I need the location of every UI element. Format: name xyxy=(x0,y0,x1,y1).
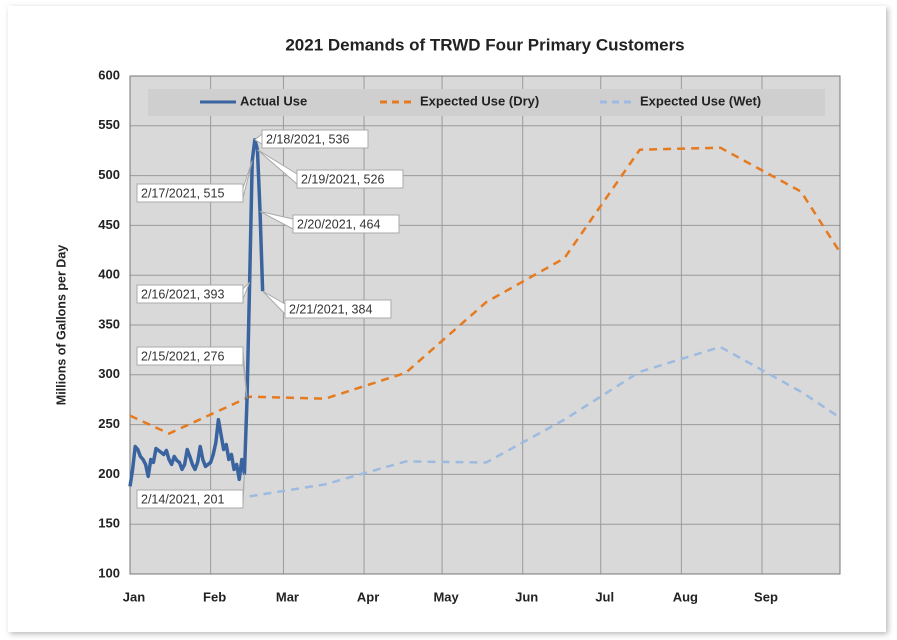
y-tick-label: 300 xyxy=(98,366,120,381)
annotation-box xyxy=(136,346,244,366)
annotation-label: 2/18/2021, 536 xyxy=(266,132,349,146)
legend-label: Expected Use (Wet) xyxy=(640,93,761,108)
annotation-box xyxy=(261,129,369,149)
annotation-label: 2/17/2021, 515 xyxy=(141,186,224,200)
y-tick-label: 100 xyxy=(98,565,120,580)
annotation-box xyxy=(292,214,400,234)
y-tick-label: 350 xyxy=(98,316,120,331)
x-tick-label: Apr xyxy=(357,589,379,604)
y-tick-label: 200 xyxy=(98,466,120,481)
annotation-label: 2/16/2021, 393 xyxy=(141,287,224,301)
annotation-label: 2/15/2021, 276 xyxy=(141,349,224,363)
annotation-box xyxy=(136,183,244,203)
annotation-box xyxy=(136,284,244,304)
x-tick-label: Aug xyxy=(673,589,698,604)
annotation-label: 2/21/2021, 384 xyxy=(289,302,372,316)
annotation-box xyxy=(296,169,404,189)
x-tick-label: Jul xyxy=(595,589,614,604)
y-tick-label: 550 xyxy=(98,117,120,132)
annotation-label: 2/14/2021, 201 xyxy=(141,492,224,506)
y-tick-label: 150 xyxy=(98,516,120,531)
annotation-label: 2/19/2021, 526 xyxy=(301,172,384,186)
x-tick-label: Jan xyxy=(123,589,145,604)
legend-label: Expected Use (Dry) xyxy=(420,93,539,108)
series-line xyxy=(249,345,841,498)
annotation-label: 2/20/2021, 464 xyxy=(297,217,380,231)
series-line xyxy=(129,146,842,435)
x-tick-label: Feb xyxy=(203,589,226,604)
y-axis-label: Millions of Gallons per Day xyxy=(54,245,68,405)
x-tick-label: Sep xyxy=(754,589,778,604)
legend-label: Actual Use xyxy=(240,93,307,108)
y-tick-label: 400 xyxy=(98,267,120,282)
y-tick-label: 500 xyxy=(98,167,120,182)
annotation-box xyxy=(136,489,244,509)
x-tick-label: Mar xyxy=(276,589,299,604)
x-tick-label: May xyxy=(433,589,459,604)
legend-box xyxy=(148,89,825,116)
chart-title: 2021 Demands of TRWD Four Primary Custom… xyxy=(285,35,684,54)
y-tick-label: 250 xyxy=(98,416,120,431)
plot-border xyxy=(129,75,841,575)
series-line xyxy=(128,137,265,487)
y-tick-label: 450 xyxy=(98,217,120,232)
x-tick-label: Jun xyxy=(515,589,538,604)
annotation-box xyxy=(284,299,392,319)
y-tick-label: 600 xyxy=(98,67,120,82)
